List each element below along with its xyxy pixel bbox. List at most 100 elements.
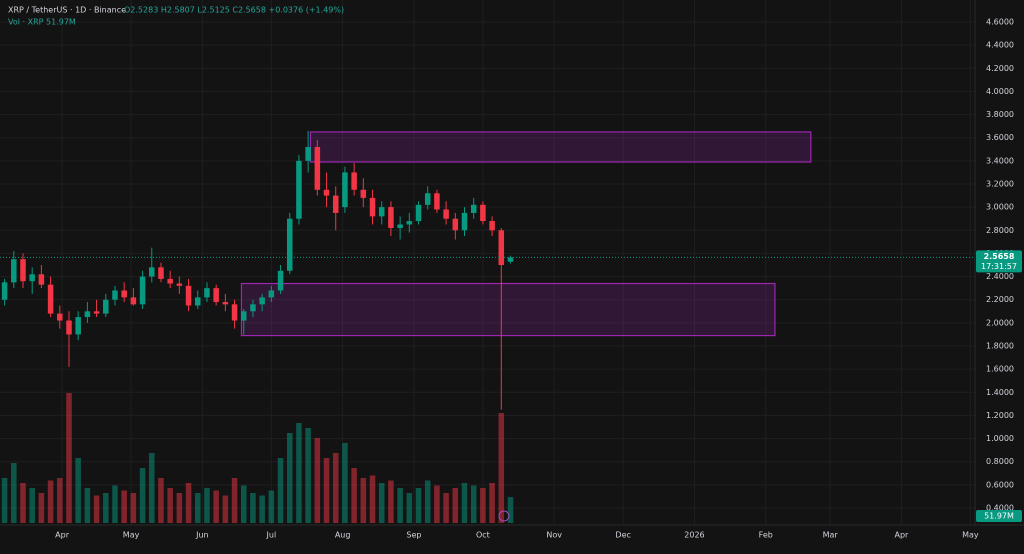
y-tick-label: 3.4000	[986, 156, 1014, 165]
candle-body	[1, 282, 8, 300]
volume-bar	[139, 468, 146, 523]
volume-bar	[259, 495, 265, 523]
x-tick-label: Apr	[55, 531, 70, 540]
volume-bar	[250, 493, 256, 523]
volume-bar	[323, 458, 330, 523]
candle-body	[250, 304, 256, 312]
candle-body	[489, 221, 495, 231]
candle-body	[415, 204, 422, 222]
y-tick-label: 2.0000	[986, 318, 1014, 327]
volume-bar	[93, 495, 100, 523]
y-tick-label: 4.6000	[986, 18, 1014, 27]
y-tick-label: 2.2000	[986, 295, 1014, 304]
volume-bar	[415, 488, 422, 523]
candle-body	[204, 288, 210, 298]
y-tick-label: 4.4000	[986, 41, 1014, 50]
volume-bar	[388, 480, 394, 523]
volume-bar	[121, 490, 127, 523]
candle-body	[195, 297, 201, 306]
plot-area	[0, 0, 975, 525]
candle-body	[277, 270, 284, 291]
volume-bar	[378, 483, 385, 523]
volume-bar	[158, 478, 164, 523]
volume-bar	[351, 468, 357, 523]
candle-body	[323, 189, 330, 196]
candle-body	[167, 278, 173, 284]
candle-body	[369, 197, 376, 217]
candle-body	[176, 283, 183, 286]
x-tick-label: May	[962, 531, 979, 540]
y-tick-label: 2.8000	[986, 226, 1014, 235]
x-tick-label: Jun	[195, 531, 209, 540]
volume-bar	[38, 493, 45, 523]
volume-bar	[406, 493, 413, 523]
volume-bar	[498, 413, 505, 523]
candle-body	[213, 288, 219, 303]
candle-body	[47, 284, 54, 314]
candle-body	[29, 274, 35, 282]
volume-label-box	[976, 510, 1022, 522]
volume-bar	[360, 478, 367, 523]
volume-bar	[213, 490, 219, 523]
volume-bar	[204, 488, 210, 523]
volume-bar	[47, 480, 54, 523]
y-tick-label: 1.2000	[986, 411, 1014, 420]
volume-bar	[277, 458, 284, 523]
countdown: 17:31:57	[981, 262, 1017, 271]
price-label: 2.5658	[984, 252, 1015, 261]
candle-body	[93, 311, 100, 314]
y-tick-label: 3.2000	[986, 180, 1014, 189]
volume-bar	[29, 488, 35, 523]
candle-body	[286, 218, 293, 271]
candle-body	[443, 209, 449, 219]
x-tick-label: Nov	[546, 531, 562, 540]
ohlc: O2.5283 H2.5807 L2.5125 C2.5658 +0.0376 …	[124, 6, 344, 15]
candle-body	[424, 193, 431, 205]
candle-body	[480, 204, 486, 222]
volume-bar	[369, 475, 376, 523]
x-tick-label: Jul	[266, 531, 277, 540]
volume-bar	[57, 478, 63, 523]
candle-body	[66, 320, 72, 335]
volume-bar	[167, 488, 173, 523]
y-tick-label: 1.0000	[986, 434, 1014, 443]
volume-bar	[185, 483, 192, 523]
volume-bar	[452, 488, 459, 523]
volume-bar	[130, 493, 137, 523]
volume-bar	[176, 493, 183, 523]
volume-bar	[222, 495, 229, 523]
x-tick-label: Feb	[759, 531, 773, 540]
x-tick-label: Mar	[823, 531, 839, 540]
candle-body	[351, 172, 357, 190]
candle-body	[259, 297, 265, 305]
volume-bar	[443, 493, 449, 523]
candle-body	[498, 230, 505, 265]
y-tick-label: 1.4000	[986, 388, 1014, 397]
volume-bar	[296, 423, 302, 523]
candle-body	[461, 212, 468, 231]
y-tick-label: 0.8000	[986, 457, 1014, 466]
volume-bar	[461, 483, 468, 523]
candle-body	[378, 207, 385, 217]
volume-bar	[397, 488, 403, 523]
candle-body	[397, 224, 403, 228]
x-tick-label: Apr	[894, 531, 909, 540]
volume-bar	[314, 438, 321, 523]
volume-bar	[434, 485, 440, 523]
y-tick-label: 4.0000	[986, 87, 1014, 96]
y-tick-label: 3.8000	[986, 110, 1014, 119]
x-tick-label: Dec	[615, 531, 630, 540]
x-tick-label: May	[123, 531, 140, 540]
candle-body	[75, 317, 81, 335]
event-icon[interactable]	[498, 510, 510, 522]
volume-legend: Vol · XRP 51.97M	[8, 18, 76, 27]
volume-bar	[286, 433, 293, 523]
volume-bar	[507, 497, 514, 523]
candle-body	[158, 267, 164, 279]
candle-body	[240, 311, 247, 321]
candle-body	[139, 276, 146, 305]
x-tick-label: 2026	[684, 531, 704, 540]
candle-body	[84, 311, 91, 318]
candle-body	[222, 302, 229, 305]
